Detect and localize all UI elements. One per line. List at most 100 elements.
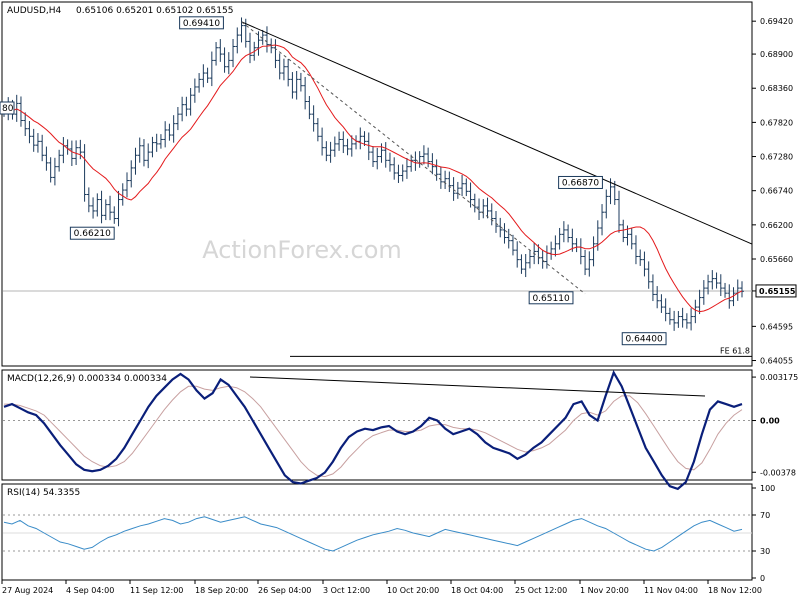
price-tick-label-10: 0.64055 (760, 357, 793, 366)
ohlc-bar (621, 219, 626, 243)
macd-signal-line (4, 385, 743, 478)
ohlc-bar (409, 154, 414, 172)
ohlc-bar (519, 254, 524, 274)
price-tick-label-9: 0.64595 (760, 322, 793, 331)
price-header-symbol: AUDUSD,H4 (7, 6, 62, 16)
ohlc-bar (192, 78, 197, 103)
moving-average-line (3, 44, 743, 313)
ohlc-bar (638, 249, 643, 266)
trendlines-group: FE 61.8 (241, 21, 753, 357)
ohlc-bar (404, 157, 409, 179)
ohlc-bar (366, 132, 371, 161)
ohlc-bar (112, 206, 117, 224)
ohlc-bar (52, 157, 57, 186)
ohlc-bar (489, 203, 494, 226)
ohlc-bar (248, 32, 252, 64)
macd-tick-label-0: 0.003175 (760, 373, 798, 382)
price-header-values: 0.65106 0.65201 0.65102 0.65155 (76, 6, 233, 16)
ohlc-bar (362, 131, 367, 146)
ohlc-bar (231, 38, 236, 68)
ohlc-bar (680, 307, 685, 328)
ohlc-bar (358, 127, 363, 150)
low-label-2: 0.65110 (532, 294, 569, 304)
high-label-2-box (558, 175, 603, 189)
ohlc-bar (383, 142, 388, 168)
ohlc-bar (612, 180, 617, 205)
ohlc-bar (455, 181, 460, 199)
ohlc-bar (171, 115, 176, 143)
ohlc-bar (78, 139, 83, 160)
ohlc-bar (108, 195, 113, 221)
ohlc-bar (286, 58, 291, 87)
ohlc-bar (523, 254, 528, 278)
ohlc-bar (120, 183, 125, 206)
ohlc-bar (320, 127, 325, 156)
edge-label-box (0, 101, 15, 115)
ohlc-bar (655, 286, 660, 309)
edge-label: 80 (2, 104, 14, 114)
ohlc-bar (337, 131, 342, 151)
price-tick-label-0: 0.69420 (760, 17, 793, 26)
ohlc-bar (642, 251, 647, 277)
high-label-1-box (179, 16, 224, 30)
ohlc-bar (375, 147, 380, 170)
ohlc-bar (447, 171, 452, 193)
ohlc-bar (714, 272, 719, 289)
ohlc-bar (591, 236, 596, 267)
ohlc-bar (82, 144, 87, 202)
ohlc-bar (464, 178, 469, 197)
macd-lines-group (3, 369, 743, 491)
macd-main-line (3, 369, 743, 491)
ohlc-bar (438, 166, 443, 189)
price-panel-frame (1, 1, 753, 367)
ohlc-bar (86, 187, 91, 213)
ohlc-bar (218, 39, 223, 62)
ohlc-bar (527, 250, 532, 269)
ohlc-bar (264, 26, 269, 53)
x-axis: 27 Aug 2024 4 Sep 04:00 11 Sep 12:00 18 Sep… (1, 580, 762, 595)
ohlc-bar (201, 64, 206, 88)
ohlc-bar (371, 146, 375, 167)
ohlc-bar (494, 210, 498, 233)
downtrend-line (241, 21, 753, 245)
ohlc-bar (256, 31, 261, 56)
high-label-1: 0.69410 (183, 19, 220, 29)
ohlc-bar (31, 128, 36, 152)
ohlc-bar (485, 197, 490, 219)
ohlc-bar (604, 189, 609, 219)
ohlc-bar (99, 190, 104, 224)
ohlc-bar (341, 131, 346, 154)
ohlc-bar (311, 105, 316, 132)
ohlc-bar (570, 228, 575, 252)
ohlc-bar (451, 177, 456, 201)
ohlc-bar (188, 87, 193, 116)
high-label-2: 0.66870 (562, 178, 599, 188)
ohlc-bar (91, 197, 96, 219)
ohlc-bar (141, 139, 146, 167)
rsi-tick-label-2: 30 (760, 547, 770, 556)
ohlc-bar (663, 298, 668, 322)
ohlc-bar (400, 164, 405, 182)
ohlc-bar (718, 274, 723, 297)
ohlc-bar (617, 190, 621, 233)
moving-average-group (3, 44, 743, 313)
ohlc-bar (44, 146, 49, 171)
ohlc-bar (281, 58, 286, 81)
low-label-1: 0.66210 (74, 229, 111, 239)
ohlc-bar (158, 134, 163, 149)
ohlc-bar (315, 118, 320, 142)
ohlc-bar (710, 270, 715, 290)
ohlc-bar (396, 164, 401, 183)
ohlc-bar (633, 235, 638, 265)
ohlc-bar (723, 282, 728, 298)
rsi-header: RSI(14) 54.3355 (7, 488, 80, 498)
low-label-3: 0.64400 (626, 335, 663, 345)
rsi-tick-label-3: 0 (760, 574, 765, 583)
ohlc-bar (129, 160, 134, 188)
ohlc-bar (226, 52, 231, 75)
ohlc-bar (27, 120, 32, 144)
ohlc-bar (260, 29, 265, 45)
rsi-tick-label-1: 70 (760, 511, 770, 520)
ohlc-bar (472, 193, 477, 213)
ohlc-bar (697, 289, 702, 315)
